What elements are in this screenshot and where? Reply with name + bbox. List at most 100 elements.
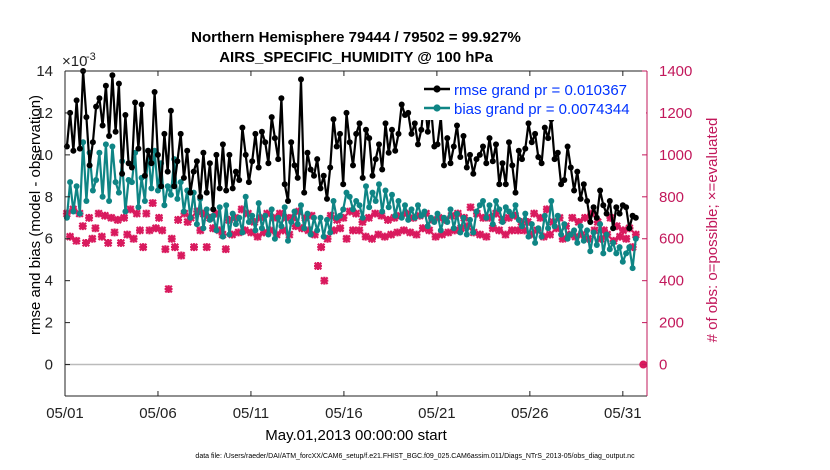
rmse-point	[70, 147, 77, 154]
rmse-point	[632, 214, 639, 221]
bias-point	[418, 212, 425, 219]
rmse-point	[187, 189, 194, 196]
y-exponent-base: ×10	[62, 53, 87, 70]
bias-point	[509, 212, 516, 219]
bias-point	[372, 198, 379, 204]
rmse-point	[467, 151, 473, 158]
bias-point	[330, 198, 337, 204]
bias-point	[67, 179, 74, 186]
bias-point	[301, 225, 308, 232]
y-tick-label-right: 800	[659, 189, 684, 206]
obs-count-marker	[167, 234, 176, 243]
rmse-point	[158, 183, 165, 190]
bias-point	[463, 231, 470, 238]
obs-count-marker	[139, 243, 148, 252]
rmse-point	[148, 160, 155, 167]
rmse-point	[447, 160, 454, 167]
rmse-point	[132, 99, 139, 106]
bias-point	[434, 210, 441, 217]
chart-title-line-1: Northern Hemisphere 79444 / 79502 = 99.9…	[191, 29, 521, 46]
rmse-point	[311, 172, 317, 179]
rmse-point	[613, 204, 620, 211]
rmse-point	[141, 172, 148, 179]
obs-count-marker	[615, 232, 625, 241]
rmse-point	[200, 149, 207, 156]
bias-point	[379, 208, 386, 215]
rmse-point	[424, 128, 431, 135]
rmse-point	[493, 141, 499, 148]
obs-count-marker	[307, 211, 316, 220]
rmse-point	[177, 130, 184, 137]
rmse-series	[63, 68, 639, 232]
obs-count-marker	[371, 209, 380, 218]
obs-count-marker	[320, 276, 329, 285]
rmse-point	[268, 114, 275, 121]
obs-count-marker	[145, 226, 154, 235]
bias-point	[567, 231, 574, 238]
rmse-point	[245, 179, 252, 186]
y-tick-label-left: 12	[36, 105, 53, 122]
bias-point	[613, 250, 620, 257]
bias-point	[304, 210, 311, 217]
bias-point	[564, 235, 571, 242]
bias-point	[515, 216, 522, 223]
obs-count-marker	[189, 243, 199, 252]
bias-point	[177, 179, 184, 186]
bias-point	[122, 208, 129, 215]
bias-point	[115, 189, 122, 196]
rmse-point	[249, 158, 256, 165]
obs-count-marker	[406, 228, 415, 237]
obs-count-marker	[323, 234, 332, 243]
rmse-point	[454, 122, 460, 129]
bias-point	[405, 216, 412, 223]
rmse-point	[258, 128, 265, 135]
rmse-point	[441, 162, 447, 169]
bias-point	[600, 250, 607, 257]
obs-count-marker	[523, 217, 532, 227]
obs-count-marker	[345, 207, 354, 216]
rmse-point	[167, 107, 174, 114]
rmse-point	[93, 103, 100, 110]
rmse-point	[288, 139, 295, 146]
obs-count-marker	[253, 232, 262, 241]
bias-point	[83, 198, 90, 204]
obs-count-marker	[526, 230, 536, 239]
obs-count-marker	[85, 213, 94, 222]
obs-count-marker	[383, 215, 392, 224]
bias-point	[460, 214, 467, 221]
bias-point	[483, 214, 490, 221]
obs-count-marker	[142, 209, 151, 218]
y-tick-label-left: 6	[45, 231, 53, 248]
bias-point	[499, 219, 506, 225]
bias-point	[454, 210, 460, 217]
bias-point	[109, 143, 116, 150]
rmse-point	[398, 101, 405, 108]
obs-count-marker	[377, 211, 386, 220]
rmse-point	[603, 210, 610, 217]
rmse-point	[395, 130, 402, 137]
bias-point	[437, 227, 444, 234]
bias-point	[343, 189, 350, 196]
rmse-point	[239, 124, 246, 131]
y-tick-label-right: 0	[659, 357, 667, 374]
bias-point	[424, 223, 431, 230]
bias-point	[102, 141, 109, 148]
obs-count-marker	[580, 213, 590, 222]
bias-point	[548, 198, 555, 204]
bias-point	[554, 212, 561, 219]
rmse-point	[122, 112, 129, 118]
obs-count-marker	[612, 222, 621, 231]
bias-point	[587, 248, 594, 255]
obs-count-marker	[148, 199, 157, 208]
y-exponent-label: ×10 -3	[62, 51, 96, 70]
rmse-point	[73, 97, 80, 104]
rmse-point	[515, 147, 522, 154]
rmse-point	[590, 204, 597, 211]
x-tick-label: 05/01	[46, 405, 84, 422]
bias-point	[93, 177, 100, 183]
rmse-point	[483, 160, 490, 167]
bias-point	[444, 219, 451, 225]
bias-point	[369, 189, 376, 196]
rmse-point	[171, 183, 178, 190]
bias-point	[236, 214, 243, 221]
